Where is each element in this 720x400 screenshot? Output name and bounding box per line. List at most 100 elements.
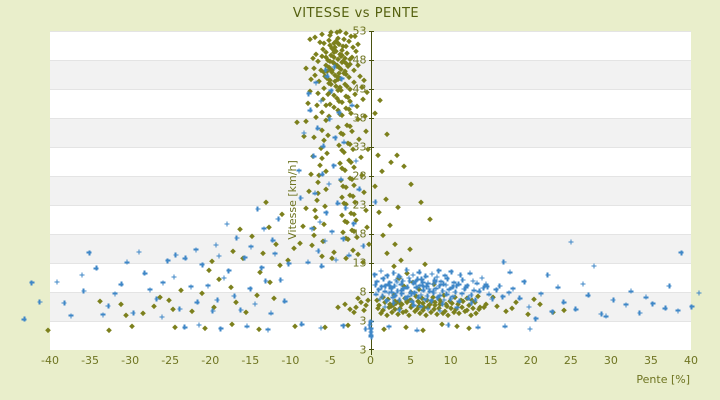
- blue-data-point: [299, 321, 305, 327]
- blue-data-point: [580, 281, 586, 287]
- blue-data-point: [296, 168, 302, 174]
- y-axis-line: [370, 31, 372, 355]
- blue-data-point: [79, 272, 85, 278]
- blue-data-point: [424, 293, 430, 299]
- blue-data-point: [561, 299, 567, 305]
- blue-data-point: [650, 301, 656, 307]
- olive-data-point: [363, 207, 369, 213]
- blue-data-point: [315, 248, 321, 254]
- olive-data-point: [172, 324, 178, 330]
- blue-data-point: [112, 291, 118, 297]
- blue-data-point: [349, 102, 355, 108]
- blue-data-point: [444, 291, 450, 297]
- x-tick-label: 35: [643, 354, 658, 367]
- blue-data-point: [463, 285, 469, 291]
- blue-data-point: [399, 287, 405, 293]
- blue-data-point: [177, 306, 183, 312]
- blue-data-point: [298, 195, 304, 201]
- blue-data-point: [591, 263, 597, 269]
- olive-data-point: [376, 209, 382, 215]
- blue-data-point: [392, 283, 398, 289]
- olive-data-point: [266, 224, 272, 230]
- blue-data-point: [489, 296, 495, 302]
- olive-data-point: [351, 211, 357, 217]
- x-tick-label: -5: [324, 354, 336, 367]
- blue-data-point: [404, 267, 410, 273]
- blue-data-point: [340, 323, 346, 329]
- olive-data-point: [319, 155, 325, 161]
- blue-data-point: [216, 253, 222, 259]
- blue-data-point: [282, 298, 288, 304]
- blue-data-point: [387, 280, 393, 286]
- blue-data-point: [468, 300, 474, 306]
- olive-data-point: [324, 150, 330, 156]
- y-tick-label: 53: [352, 24, 367, 38]
- blue-data-point: [400, 286, 406, 292]
- blue-data-point: [408, 291, 414, 297]
- blue-data-point: [324, 73, 330, 79]
- blue-data-point: [467, 270, 473, 276]
- olive-data-point: [394, 151, 400, 158]
- blue-data-point: [244, 323, 250, 329]
- blue-data-point: [372, 272, 377, 278]
- olive-data-point: [466, 325, 472, 331]
- blue-data-point: [432, 279, 438, 285]
- olive-data-point: [322, 203, 328, 209]
- x-tick-label: -35: [81, 354, 100, 367]
- blue-data-point: [372, 282, 378, 288]
- blue-data-point: [538, 291, 544, 297]
- blue-data-point: [430, 281, 436, 287]
- blue-data-point: [306, 91, 312, 97]
- blue-data-point: [218, 326, 224, 332]
- olive-data-point: [292, 323, 298, 329]
- blue-data-point: [356, 186, 362, 192]
- x-tick-label: -20: [201, 354, 220, 367]
- olive-data-point: [106, 327, 112, 333]
- blue-data-point: [610, 297, 616, 303]
- blue-data-point: [400, 278, 406, 284]
- blue-data-point: [286, 261, 292, 267]
- blue-data-point: [242, 255, 248, 261]
- blue-data-point: [382, 288, 388, 294]
- blue-data-point: [327, 116, 333, 122]
- blue-data-point: [412, 279, 418, 285]
- blue-data-point: [265, 327, 271, 333]
- blue-data-point: [493, 287, 499, 293]
- blue-data-point: [456, 298, 462, 304]
- blue-data-point: [545, 272, 551, 278]
- blue-data-point: [426, 286, 432, 292]
- olive-data-point: [312, 207, 318, 213]
- blue-data-point: [420, 287, 426, 293]
- blue-data-point: [453, 283, 459, 289]
- blue-data-point: [419, 276, 425, 282]
- blue-data-point: [124, 259, 130, 265]
- blue-data-point: [406, 275, 412, 281]
- olive-data-point: [300, 223, 306, 229]
- blue-data-point: [231, 293, 237, 299]
- blue-data-point: [193, 247, 199, 253]
- blue-data-point: [410, 272, 416, 278]
- blue-data-point: [696, 290, 702, 296]
- x-tick-label: 0: [367, 354, 374, 367]
- blue-data-point: [326, 181, 332, 187]
- blue-data-point: [399, 291, 405, 297]
- blue-data-point: [446, 287, 452, 293]
- x-tick-label: -30: [121, 354, 140, 367]
- blue-data-point: [437, 308, 443, 314]
- blue-data-point: [333, 257, 339, 263]
- olive-data-point: [387, 222, 393, 228]
- y-axis-edge-label: 3: [359, 343, 367, 357]
- blue-data-point: [451, 280, 457, 286]
- olive-data-point: [401, 163, 407, 169]
- blue-data-point: [476, 288, 482, 294]
- blue-data-point: [418, 292, 424, 298]
- blue-data-point: [506, 290, 512, 296]
- blue-data-point: [338, 176, 344, 182]
- blue-data-point: [436, 268, 442, 274]
- blue-data-point: [421, 284, 427, 290]
- blue-data-point: [313, 80, 319, 86]
- blue-data-point: [263, 278, 269, 284]
- blue-data-point: [662, 305, 668, 311]
- blue-data-point: [340, 236, 346, 242]
- blue-data-point: [468, 292, 474, 298]
